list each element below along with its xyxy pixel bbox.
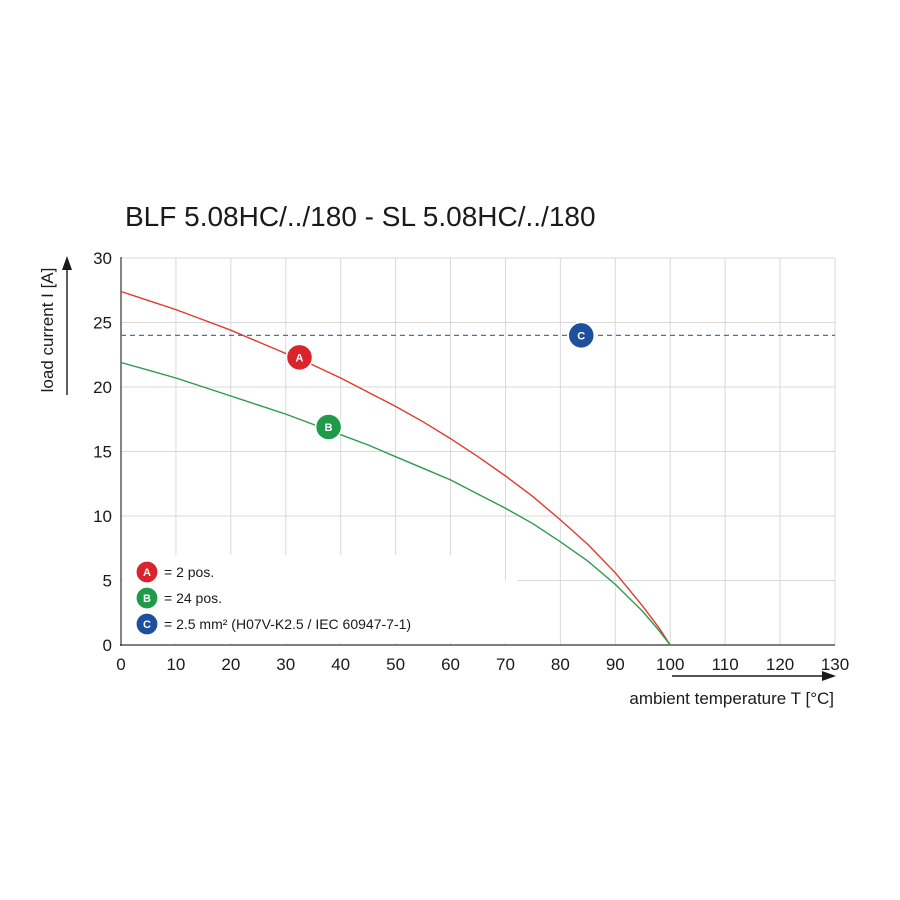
legend-marker-label-c: C [143, 619, 151, 631]
y-tick-label: 10 [93, 507, 112, 526]
legend-marker-label-a: A [143, 567, 151, 579]
legend: A = 2 pos. B = 24 pos. C = 2.5 mm² (H07V-K2.5… [123, 555, 518, 643]
x-tick-label: 120 [766, 655, 794, 674]
y-tick-label: 0 [103, 636, 112, 655]
legend-entry-c: = 2.5 mm² (H07V-K2.5 / IEC 60947-7-1) [164, 616, 411, 632]
y-tick-label: 25 [93, 314, 112, 333]
series-line-b [120, 361, 671, 646]
series-marker-a [285, 343, 314, 372]
series-line-a [120, 290, 671, 646]
x-tick-label: 20 [221, 655, 240, 674]
chart-title: BLF 5.08HC/../180 - SL 5.08HC/../180 [125, 201, 596, 232]
x-tick-label: 0 [116, 655, 125, 674]
series-marker-label-b: B [325, 422, 333, 434]
x-tick-label: 90 [606, 655, 625, 674]
y-tick-label: 30 [93, 249, 112, 268]
x-tick-label: 60 [441, 655, 460, 674]
x-tick-label: 50 [386, 655, 405, 674]
axes [62, 256, 836, 681]
series-markers: A B C [285, 321, 596, 441]
y-tick-label: 20 [93, 378, 112, 397]
series-marker-b [314, 413, 343, 441]
x-tick-label: 10 [166, 655, 185, 674]
x-axis-label: ambient temperature T [°C] [629, 689, 834, 708]
x-tick-label: 80 [551, 655, 570, 674]
series-marker-c [567, 321, 596, 350]
x-arrow-head [822, 671, 836, 681]
x-tick-label: 130 [821, 655, 849, 674]
y-arrow-head [62, 256, 72, 270]
legend-marker-c [135, 612, 159, 636]
series-lines [120, 290, 835, 646]
x-tick-label: 40 [331, 655, 350, 674]
y-tick-label: 5 [103, 572, 112, 591]
legend-marker-a [135, 560, 159, 584]
series-marker-label-c: C [577, 330, 585, 342]
x-tick-label: 110 [712, 655, 739, 674]
y-tick-label: 15 [93, 443, 112, 462]
legend-background [358, 580, 518, 643]
legend-entry-b: = 24 pos. [164, 590, 222, 606]
series-marker-label-a: A [296, 352, 304, 364]
x-tick-label: 100 [656, 655, 684, 674]
tick-labels: 0 10 20 30 40 50 60 70 80 90 100 110 120 130 0 5 10 15 20 2… [93, 249, 849, 674]
y-axis-label: load current I [A] [38, 268, 57, 393]
legend-marker-b [135, 586, 159, 610]
legend-marker-label-b: B [143, 593, 151, 605]
x-tick-label: 70 [496, 655, 515, 674]
legend-entry-a: = 2 pos. [164, 564, 214, 580]
x-tick-label: 30 [276, 655, 295, 674]
